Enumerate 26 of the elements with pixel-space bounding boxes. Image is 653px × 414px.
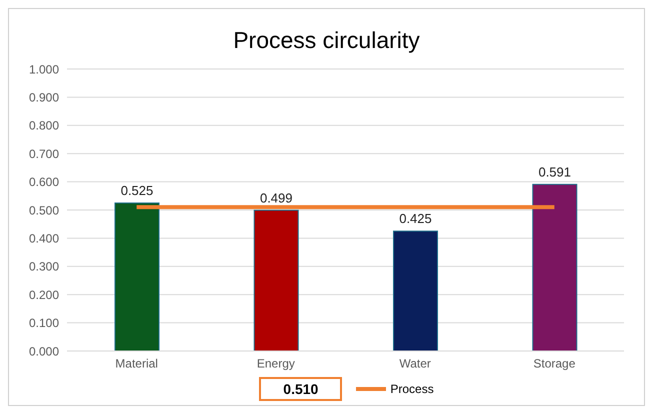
text: 0.510 <box>259 377 342 401</box>
y-tick-label: 0.400 <box>28 231 60 246</box>
y-tick-label: 0.500 <box>28 203 60 218</box>
bar <box>254 210 299 351</box>
x-tick-label: Material <box>115 356 158 371</box>
y-tick-label: 0.700 <box>28 146 60 161</box>
y-tick-label: 1.000 <box>28 62 60 76</box>
chart-title: Process circularity <box>232 27 421 55</box>
data-label: 0.425 <box>399 211 432 226</box>
y-tick-label: 0.800 <box>28 118 60 133</box>
x-tick-label: Energy <box>256 356 295 371</box>
y-tick-label: 0.900 <box>28 90 60 104</box>
legend-label: Process <box>390 382 434 396</box>
bar <box>532 184 578 351</box>
x-tick-label: Storage <box>533 356 576 371</box>
data-label: 0.525 <box>120 182 154 198</box>
data-label: 0.591 <box>538 164 572 180</box>
y-tick-label: 0.200 <box>28 288 60 302</box>
y-tick-label: 0.300 <box>28 260 60 274</box>
bar <box>393 230 438 351</box>
bar <box>114 202 160 351</box>
x-tick-label: Water <box>399 356 431 371</box>
data-label: 0.499 <box>260 190 293 206</box>
y-tick-label: 0.600 <box>28 175 60 190</box>
y-tick-label: 0.100 <box>28 316 60 330</box>
y-tick-label: 0.000 <box>28 344 60 358</box>
